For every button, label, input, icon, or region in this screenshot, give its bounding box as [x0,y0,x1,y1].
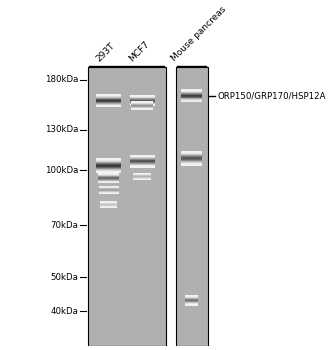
Bar [130,159,155,160]
Text: ORP150/GRP170/HSP12A: ORP150/GRP170/HSP12A [218,91,326,100]
Bar [96,104,121,105]
Text: 100kDa: 100kDa [45,166,78,175]
Text: 50kDa: 50kDa [50,273,78,281]
Bar [130,164,155,165]
Bar [96,172,121,173]
Bar [130,155,155,156]
Bar [181,152,202,153]
Bar [96,164,121,165]
Bar [181,154,202,155]
Bar [181,160,202,161]
Text: Mouse pancreas: Mouse pancreas [170,5,228,63]
Bar [130,157,155,158]
Bar [96,162,121,163]
Bar [96,97,121,98]
Bar [181,153,202,154]
Bar [96,158,121,159]
Bar [96,168,121,169]
Bar [130,98,155,99]
Bar [96,171,121,172]
Bar [96,170,121,171]
Bar [96,94,121,95]
Text: 293T: 293T [94,41,116,63]
Bar [181,158,202,159]
Bar [181,157,202,158]
Bar [96,169,121,170]
Bar [130,156,155,157]
Bar [96,100,121,101]
Bar [181,95,202,96]
Bar [96,165,121,166]
Bar [130,162,155,163]
Bar [130,158,155,159]
Bar [181,164,202,165]
Bar [181,159,202,160]
Bar [96,167,121,168]
Bar [130,95,155,96]
Bar [96,163,121,164]
Bar [130,103,155,104]
Bar [130,160,155,161]
Bar [181,94,202,95]
Bar [181,161,202,162]
Bar [130,161,155,162]
Bar [181,100,202,101]
Bar [181,156,202,157]
Bar [130,104,155,105]
Bar [130,163,155,164]
Bar [96,166,121,167]
Bar [96,103,121,104]
Bar [130,99,155,100]
Bar [130,96,155,97]
Bar [96,159,121,160]
Bar [181,96,202,97]
Bar [96,98,121,99]
Bar [181,155,202,156]
Bar [96,99,121,100]
Bar [130,100,155,101]
Text: 180kDa: 180kDa [45,75,78,84]
Text: 70kDa: 70kDa [50,221,78,230]
Bar [181,91,202,92]
Bar [181,99,202,100]
Bar [96,102,121,103]
Bar [130,102,155,103]
Bar [130,167,155,168]
Bar [181,162,202,163]
Text: 40kDa: 40kDa [50,307,78,316]
Bar [181,165,202,166]
Bar [130,166,155,167]
Bar [96,161,121,162]
Bar [96,105,121,106]
Text: 130kDa: 130kDa [45,125,78,134]
Bar [130,97,155,98]
Bar [181,92,202,93]
Bar [181,163,202,164]
Bar [181,93,202,94]
Bar [181,97,202,98]
Bar [88,67,166,346]
Bar [96,96,121,97]
Bar [130,165,155,166]
Bar [181,151,202,152]
Bar [96,95,121,96]
Bar [96,160,121,161]
Bar [130,105,155,106]
Bar [181,90,202,91]
Bar [96,106,121,107]
Bar [181,98,202,99]
Bar [176,67,208,346]
Text: MCF7: MCF7 [127,39,151,63]
Bar [181,101,202,102]
